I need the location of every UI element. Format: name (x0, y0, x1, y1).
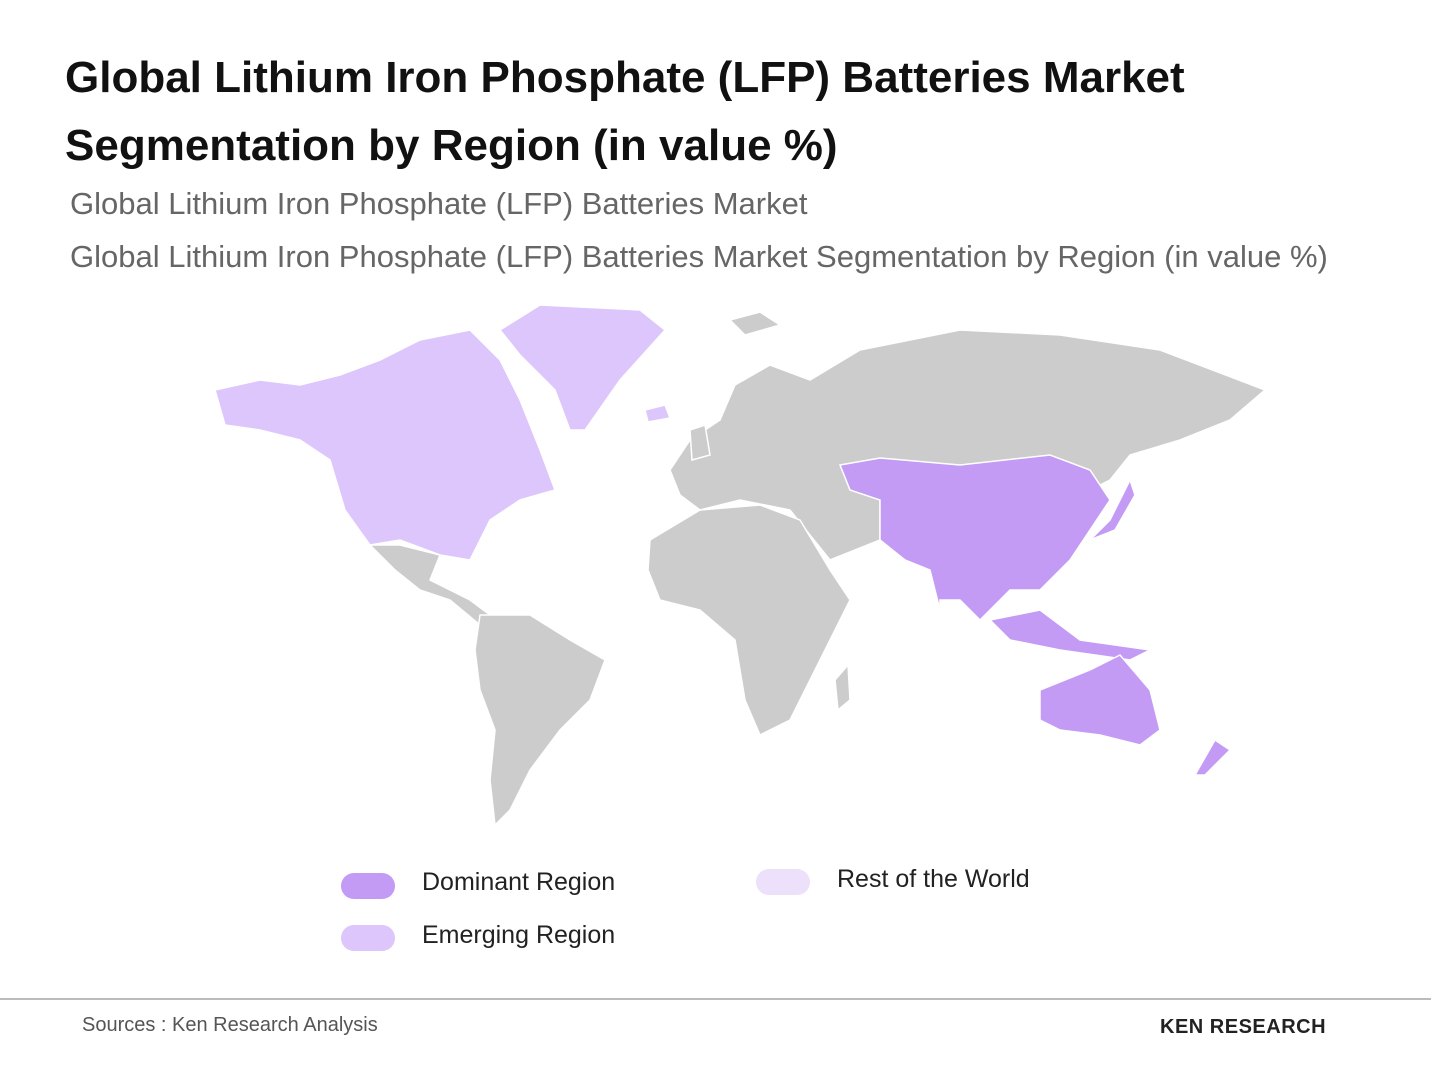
legend-swatch (341, 925, 395, 951)
title: Global Lithium Iron Phosphate (LFP) Batt… (65, 53, 1185, 170)
indonesia (988, 609, 1153, 661)
subtitle: Global Lithium Iron Phosphate (LFP) Batt… (70, 239, 1328, 274)
greenland (498, 304, 667, 431)
legend-label: Dominant Region (422, 868, 616, 896)
madagascar (834, 663, 851, 712)
iceland (644, 404, 672, 423)
logo: KEN RESEARCH (1160, 1016, 1327, 1038)
eurasia (669, 329, 1267, 561)
australia (1039, 654, 1161, 746)
japan (1089, 478, 1136, 541)
legend-label: Rest of the World (837, 865, 1030, 893)
svalbard (728, 311, 782, 336)
source: Sources : Ken Research Analysis (82, 1014, 378, 1036)
legend-label: Emerging Region (422, 921, 616, 949)
subtitle: Global Lithium Iron Phosphate (LFP) Batt… (70, 186, 808, 221)
south-america (474, 614, 606, 827)
legend-swatch (341, 873, 395, 899)
new-zealand (1193, 738, 1232, 776)
asia (838, 454, 1111, 622)
legend-swatch (756, 869, 810, 895)
africa (647, 504, 851, 737)
north-america (214, 329, 556, 561)
uk (689, 424, 711, 461)
divider (0, 998, 1431, 1000)
